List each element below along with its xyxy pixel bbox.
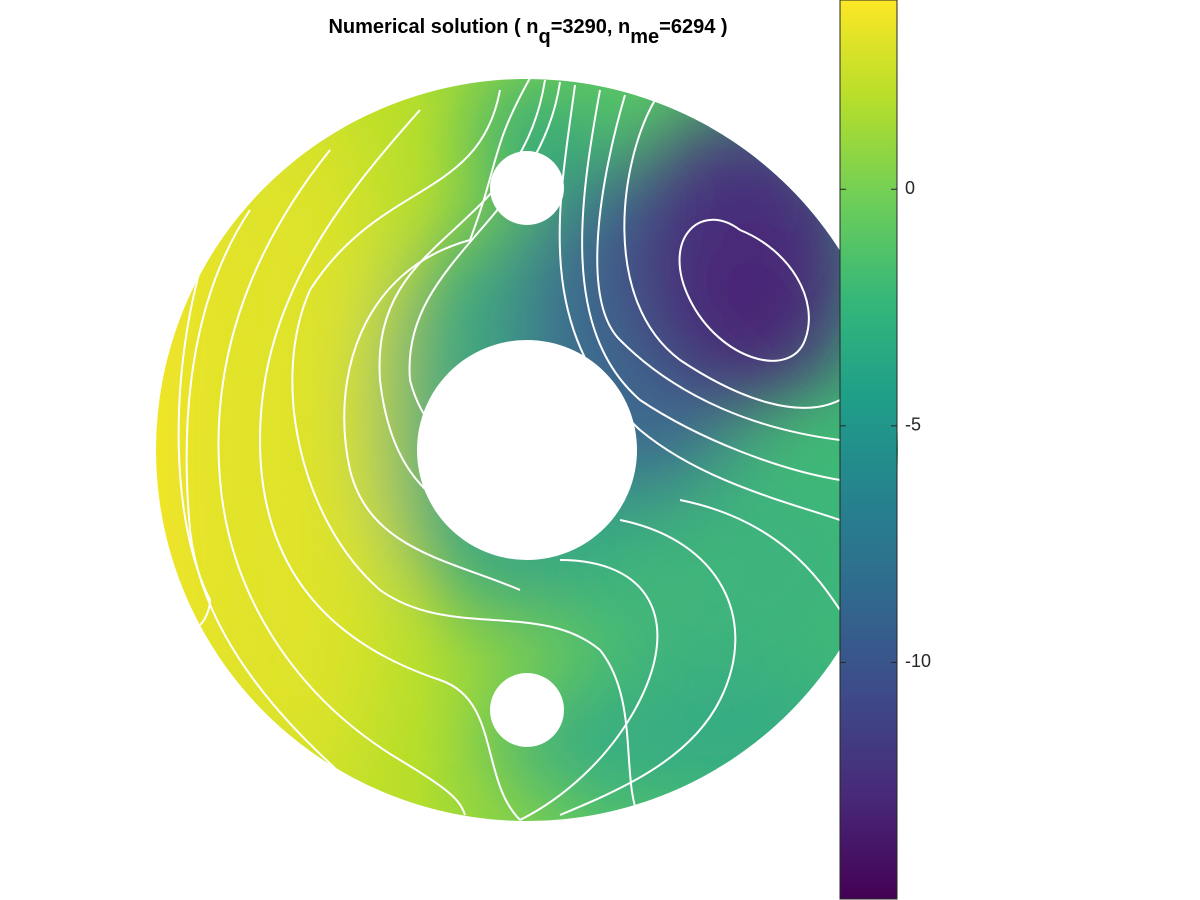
title-part: =3290, n bbox=[551, 16, 631, 38]
colorbar-tick-label: 0 bbox=[905, 178, 915, 198]
title-part: Numerical solution ( n bbox=[328, 16, 538, 38]
colorbar-tick-label: -5 bbox=[905, 415, 921, 435]
title-part: q bbox=[539, 26, 551, 48]
holes bbox=[417, 151, 637, 747]
title-part: me bbox=[630, 26, 659, 48]
colorbar bbox=[839, 0, 898, 900]
title-part: =6294 ) bbox=[659, 16, 727, 38]
chart-title: Numerical solution ( nq=3290, nme=6294 ) bbox=[328, 16, 727, 48]
contour-lines bbox=[177, 79, 841, 821]
colorbar-tick-label: -10 bbox=[905, 651, 931, 671]
